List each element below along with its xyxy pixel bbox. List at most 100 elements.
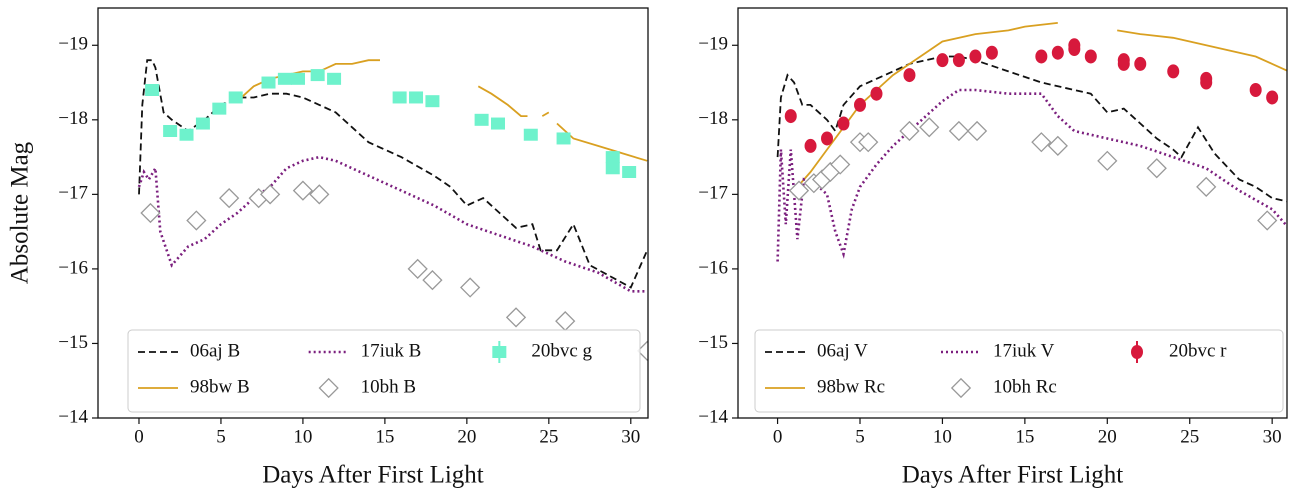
series-line (138, 59, 648, 289)
marker-circle (936, 53, 949, 68)
x-tick-label: 0 (773, 426, 783, 447)
marker-square (277, 72, 292, 85)
marker-diamond (858, 132, 879, 153)
marker-circle (1051, 45, 1064, 60)
marker-square (261, 76, 276, 89)
y-tick-label: −14 (698, 406, 728, 427)
legend-label: 17iuk V (993, 340, 1055, 361)
marker-square (491, 117, 505, 130)
marker-square (392, 91, 407, 104)
legend-label: 98bw Rc (817, 376, 885, 397)
y-tick-label: −18 (698, 108, 728, 129)
legend-label: 10bh Rc (993, 376, 1057, 397)
marker-diamond (422, 269, 443, 291)
series-line (796, 22, 1287, 188)
legend-label: 20bvc r (1169, 340, 1227, 361)
marker-circle (903, 68, 916, 83)
x-tick-label: 20 (457, 426, 476, 447)
x-tick-label: 15 (375, 426, 394, 447)
marker-square (228, 91, 243, 104)
marker-diamond (830, 154, 851, 175)
marker-circle (804, 138, 817, 153)
marker-diamond (948, 120, 970, 142)
marker-circle (1117, 53, 1130, 68)
marker-diamond (919, 117, 940, 138)
x-tick-label: 25 (1180, 426, 1199, 447)
y-tick-label: −17 (58, 183, 88, 204)
marker-diamond (460, 277, 481, 298)
plot-area (776, 22, 1287, 262)
y-tick-label: −18 (58, 108, 88, 129)
marker-square (605, 151, 620, 164)
marker-diamond (1047, 135, 1068, 157)
y-tick-label: −16 (698, 257, 728, 278)
marker-diamond (1146, 158, 1167, 179)
marker-square (145, 84, 160, 96)
marker-diamond (555, 310, 576, 332)
marker-diamond (407, 258, 428, 280)
x-tick-label: 30 (621, 426, 640, 447)
marker-circle (1035, 49, 1048, 64)
y-tick-label: −19 (698, 34, 728, 55)
marker-circle (1249, 83, 1262, 97)
marker-circle (870, 86, 883, 101)
marker-diamond (1257, 210, 1278, 231)
x-tick-label: 10 (933, 426, 952, 447)
x-tick-label: 0 (134, 426, 144, 447)
x-tick-label: 25 (539, 426, 558, 447)
legend-label: 17iuk B (361, 340, 422, 361)
marker-circle (821, 131, 834, 146)
marker-circle (1084, 49, 1097, 64)
marker-square (310, 69, 325, 82)
x-tick-label: 15 (1015, 426, 1034, 447)
marker-diamond (318, 377, 339, 399)
marker-square (523, 128, 538, 141)
marker-square (327, 72, 342, 85)
marker-circle (1068, 38, 1081, 53)
marker-diamond (1031, 132, 1052, 153)
marker-diamond (260, 184, 281, 205)
marker-diamond (637, 340, 648, 362)
series-line (776, 88, 1287, 262)
series-line (137, 155, 648, 293)
x-tick-label: 5 (855, 426, 865, 447)
marker-diamond (950, 377, 972, 399)
marker-square (409, 91, 424, 104)
legend-label: 10bh B (361, 376, 416, 397)
marker-diamond (966, 120, 988, 142)
marker-circle (784, 109, 797, 124)
marker-circle (952, 53, 965, 68)
plot-area (137, 59, 648, 362)
x-axis-label: Days After First Light (262, 462, 484, 489)
marker-square (605, 162, 620, 175)
marker-square (474, 113, 489, 126)
marker-square (556, 132, 571, 145)
marker-circle (985, 45, 998, 60)
marker-circle (1167, 64, 1180, 79)
x-axis-label: Days After First Light (902, 462, 1124, 489)
marker-diamond (505, 307, 527, 328)
y-axis-label: Absolute Mag (7, 141, 34, 284)
marker-square (622, 166, 637, 178)
marker-square (179, 128, 194, 141)
x-tick-label: 20 (1098, 426, 1117, 447)
marker-diamond (1097, 150, 1118, 171)
y-tick-label: −19 (58, 34, 88, 55)
y-tick-label: −15 (698, 332, 728, 353)
legend-box (754, 329, 1284, 413)
marker-diamond (186, 210, 207, 231)
legend-label: 98bw B (190, 376, 250, 397)
legend-box (127, 329, 641, 413)
marker-diamond (1196, 176, 1217, 198)
y-tick-label: −16 (58, 257, 88, 278)
marker-circle (1200, 71, 1213, 86)
marker-circle (837, 116, 850, 131)
marker-circle (1266, 90, 1279, 105)
marker-diamond (292, 180, 314, 201)
marker-circle (854, 97, 866, 112)
legend-label: 20bvc g (531, 340, 592, 361)
marker-square (425, 95, 440, 108)
x-tick-label: 30 (1263, 426, 1282, 447)
